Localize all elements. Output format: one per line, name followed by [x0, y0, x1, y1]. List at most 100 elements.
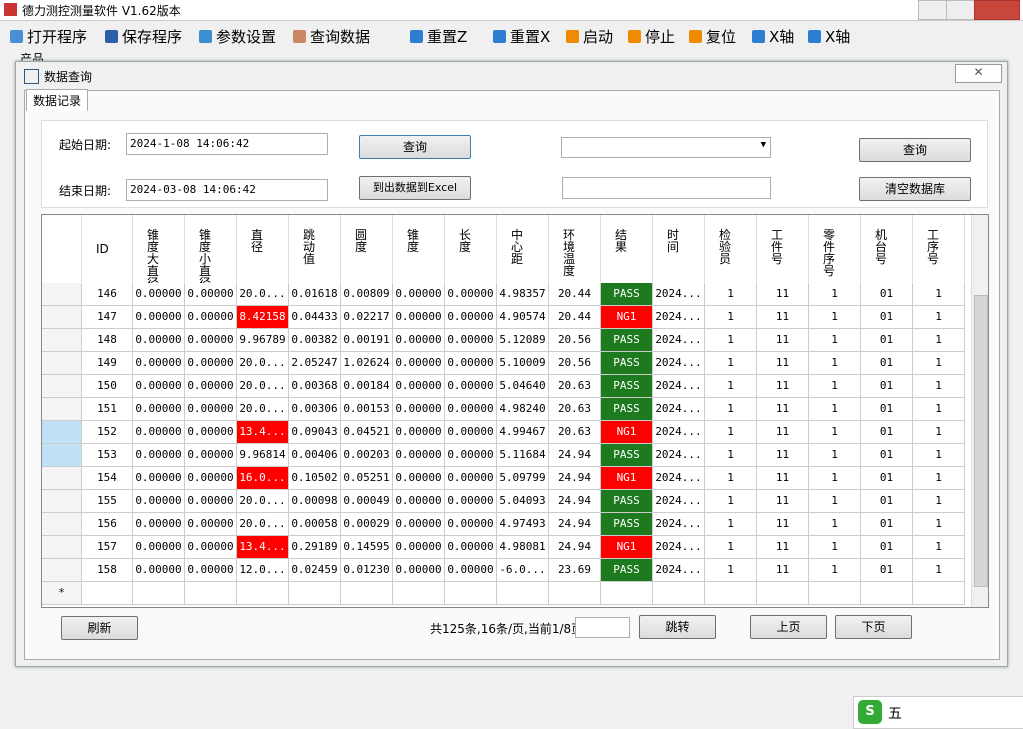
column-header[interactable]: 时间	[653, 215, 705, 282]
table-cell: 0.00000	[445, 398, 497, 421]
column-header[interactable]: ID	[82, 215, 133, 282]
toolbar-button[interactable]: 打开程序	[10, 26, 87, 47]
toolbar-button[interactable]: X轴	[752, 26, 794, 47]
row-header[interactable]	[42, 352, 82, 375]
table-cell: 8.42158	[237, 306, 289, 329]
jump-button[interactable]: 跳转	[639, 615, 716, 639]
scrollbar[interactable]	[971, 215, 988, 607]
column-header[interactable]: 锥度小直径	[185, 215, 237, 289]
column-header[interactable]: 结果	[601, 215, 653, 282]
table-cell: 1	[913, 306, 965, 329]
toolbar-button[interactable]: 复位	[689, 26, 736, 47]
refresh-button[interactable]: 刷新	[61, 616, 138, 640]
row-header[interactable]	[42, 375, 82, 398]
column-header[interactable]: 机台号	[861, 215, 913, 282]
empty-cell	[549, 582, 601, 605]
text-input[interactable]	[562, 177, 771, 199]
table-cell: 11	[757, 536, 809, 559]
row-header[interactable]	[42, 536, 82, 559]
table-cell: 1	[913, 421, 965, 444]
table-cell: 0.00000	[133, 283, 185, 306]
column-header[interactable]: 锥度	[393, 215, 445, 282]
column-header[interactable]: 跳动值	[289, 215, 341, 282]
table-cell: 1	[913, 444, 965, 467]
close-button[interactable]	[974, 0, 1020, 20]
query-button[interactable]: 查询	[359, 135, 471, 159]
toolbar-button[interactable]: 启动	[566, 26, 613, 47]
table-cell: 11	[757, 283, 809, 306]
column-header[interactable]: 工序号	[913, 215, 965, 282]
table-cell: 20.44	[549, 283, 601, 306]
end-input[interactable]: 2024-03-08 14:06:42	[126, 179, 328, 201]
table-cell: 1	[809, 329, 861, 352]
column-header[interactable]: 零件序号	[809, 215, 861, 282]
table-cell: 0.00000	[445, 421, 497, 444]
table-cell: 1	[913, 375, 965, 398]
table-cell: 0.00000	[445, 490, 497, 513]
clear-button[interactable]: 清空数据库	[859, 177, 971, 201]
column-header[interactable]: 检验员	[705, 215, 757, 282]
dropdown[interactable]: ▼	[561, 137, 771, 158]
table-cell: 155	[82, 490, 133, 513]
table-cell: 157	[82, 536, 133, 559]
toolbar-button[interactable]: 停止	[628, 26, 675, 47]
toolbar-button[interactable]: 查询数据	[293, 26, 370, 47]
table-cell: 1	[705, 513, 757, 536]
table-cell: 0.00000	[393, 513, 445, 536]
table-cell: 01	[861, 467, 913, 490]
table-cell: 11	[757, 398, 809, 421]
row-header[interactable]	[42, 329, 82, 352]
column-header[interactable]: 环境温度	[549, 215, 601, 282]
table-cell: 4.99467	[497, 421, 549, 444]
table-cell: 4.98357	[497, 283, 549, 306]
table-cell: 2024...	[653, 421, 705, 444]
export-button[interactable]: 到出数据到Excel	[359, 176, 471, 200]
page-input[interactable]	[575, 617, 630, 638]
table-cell: 20.56	[549, 352, 601, 375]
toolbar-button[interactable]: 重置X	[493, 26, 550, 47]
table-cell: -6.0...	[497, 559, 549, 582]
column-header[interactable]: 锥度大直径	[133, 215, 185, 289]
row-header[interactable]	[42, 513, 82, 536]
row-header[interactable]	[42, 421, 82, 444]
toolbar-button[interactable]: X轴	[808, 26, 850, 47]
minimize-button[interactable]	[918, 0, 948, 20]
table-cell: 2024...	[653, 283, 705, 306]
row-header[interactable]	[42, 490, 82, 513]
table-cell: 01	[861, 421, 913, 444]
row-header[interactable]	[42, 444, 82, 467]
toolbar-button[interactable]: 参数设置	[199, 26, 276, 47]
table-cell: 147	[82, 306, 133, 329]
table-cell: 2024...	[653, 559, 705, 582]
query-button-2[interactable]: 查询	[859, 138, 971, 162]
next-button[interactable]: 下页	[835, 615, 912, 639]
row-header[interactable]	[42, 306, 82, 329]
maximize-button[interactable]	[946, 0, 976, 20]
table-cell: 0.00000	[393, 467, 445, 490]
start-input[interactable]: 2024-1-08 14:06:42	[126, 133, 328, 155]
table-cell: 1	[913, 329, 965, 352]
table-cell: 2024...	[653, 398, 705, 421]
table-cell: PASS	[601, 329, 653, 352]
toolbar-button[interactable]: 保存程序	[105, 26, 182, 47]
row-header[interactable]	[42, 283, 82, 306]
row-header[interactable]	[42, 467, 82, 490]
ime-mode[interactable]: 五	[888, 706, 902, 722]
column-header[interactable]: 工件号	[757, 215, 809, 282]
toolbar-button[interactable]: 重置Z	[410, 26, 467, 47]
toolbar-label: 重置X	[510, 28, 551, 46]
row-header[interactable]	[42, 559, 82, 582]
empty-cell	[445, 582, 497, 605]
column-header[interactable]: 直径	[237, 215, 289, 282]
dialog-close[interactable]: ✕	[955, 64, 1002, 83]
prev-button[interactable]: 上页	[750, 615, 827, 639]
tab[interactable]: 数据记录	[26, 89, 89, 111]
table-cell: 1	[809, 421, 861, 444]
column-header[interactable]: 中心距	[497, 215, 549, 282]
column-header[interactable]: 长度	[445, 215, 497, 282]
row-header[interactable]	[42, 398, 82, 421]
column-header[interactable]: 圆度	[341, 215, 393, 282]
table-cell: 0.10502	[289, 467, 341, 490]
scroll-thumb[interactable]	[974, 295, 988, 587]
table-cell: 01	[861, 329, 913, 352]
